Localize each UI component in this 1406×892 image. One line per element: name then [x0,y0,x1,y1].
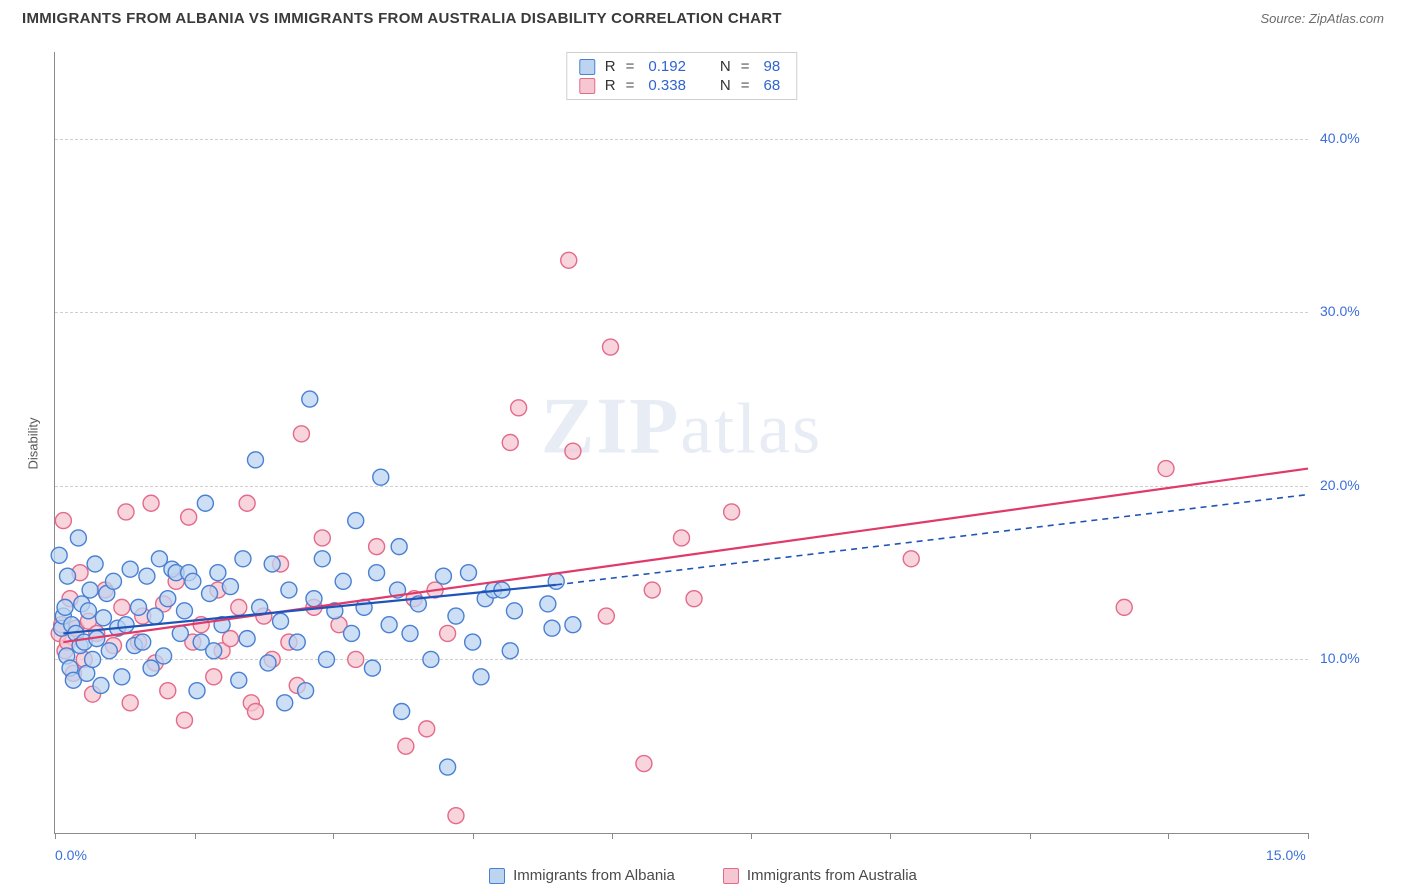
eq-sign: = [741,77,750,94]
swatch-albania [489,868,505,884]
x-tick [751,833,752,839]
x-tick-label: 15.0% [1266,847,1306,863]
swatch-albania [579,59,595,75]
n-value-australia: 68 [764,77,781,94]
y-tick-label: 10.0% [1320,650,1360,666]
x-tick [1308,833,1309,839]
n-value-albania: 98 [764,58,781,75]
x-tick [1168,833,1169,839]
x-tick [612,833,613,839]
y-tick-label: 40.0% [1320,130,1360,146]
source-name: ZipAtlas.com [1309,11,1384,26]
x-tick [195,833,196,839]
legend-label-albania: Immigrants from Albania [513,867,675,884]
r-value-australia: 0.338 [648,77,686,94]
series-legend: Immigrants from Albania Immigrants from … [0,867,1406,884]
r-label: R [605,58,616,75]
y-axis-label: Disability [26,417,41,469]
eq-sign: = [626,77,635,94]
legend-item-australia: Immigrants from Australia [723,867,917,884]
trend-lines-layer [55,52,1308,833]
x-tick [333,833,334,839]
plot-area: ZIPatlas R = 0.192 N = 98 R = 0.338 N = [54,52,1308,834]
source-attribution: Source: ZipAtlas.com [1260,11,1384,26]
x-tick [890,833,891,839]
y-tick-label: 30.0% [1320,303,1360,319]
correlation-row-australia: R = 0.338 N = 68 [579,76,784,95]
chart-container: Disability ZIPatlas R = 0.192 N = 98 R =… [22,42,1378,844]
legend-label-australia: Immigrants from Australia [747,867,917,884]
x-tick [55,833,56,839]
swatch-australia [579,78,595,94]
correlation-row-albania: R = 0.192 N = 98 [579,57,784,76]
x-tick [473,833,474,839]
x-tick-label: 0.0% [55,847,87,863]
y-tick-label: 20.0% [1320,477,1360,493]
swatch-australia [723,868,739,884]
correlation-legend: R = 0.192 N = 98 R = 0.338 N = 68 [566,52,797,100]
eq-sign: = [741,58,750,75]
r-label: R [605,77,616,94]
r-value-albania: 0.192 [648,58,686,75]
x-tick [1030,833,1031,839]
trend-line [63,585,556,634]
legend-item-albania: Immigrants from Albania [489,867,675,884]
eq-sign: = [626,58,635,75]
n-label: N [720,58,731,75]
source-prefix: Source: [1260,11,1308,26]
chart-title: IMMIGRANTS FROM ALBANIA VS IMMIGRANTS FR… [22,10,782,27]
trend-line [556,495,1308,585]
n-label: N [720,77,731,94]
